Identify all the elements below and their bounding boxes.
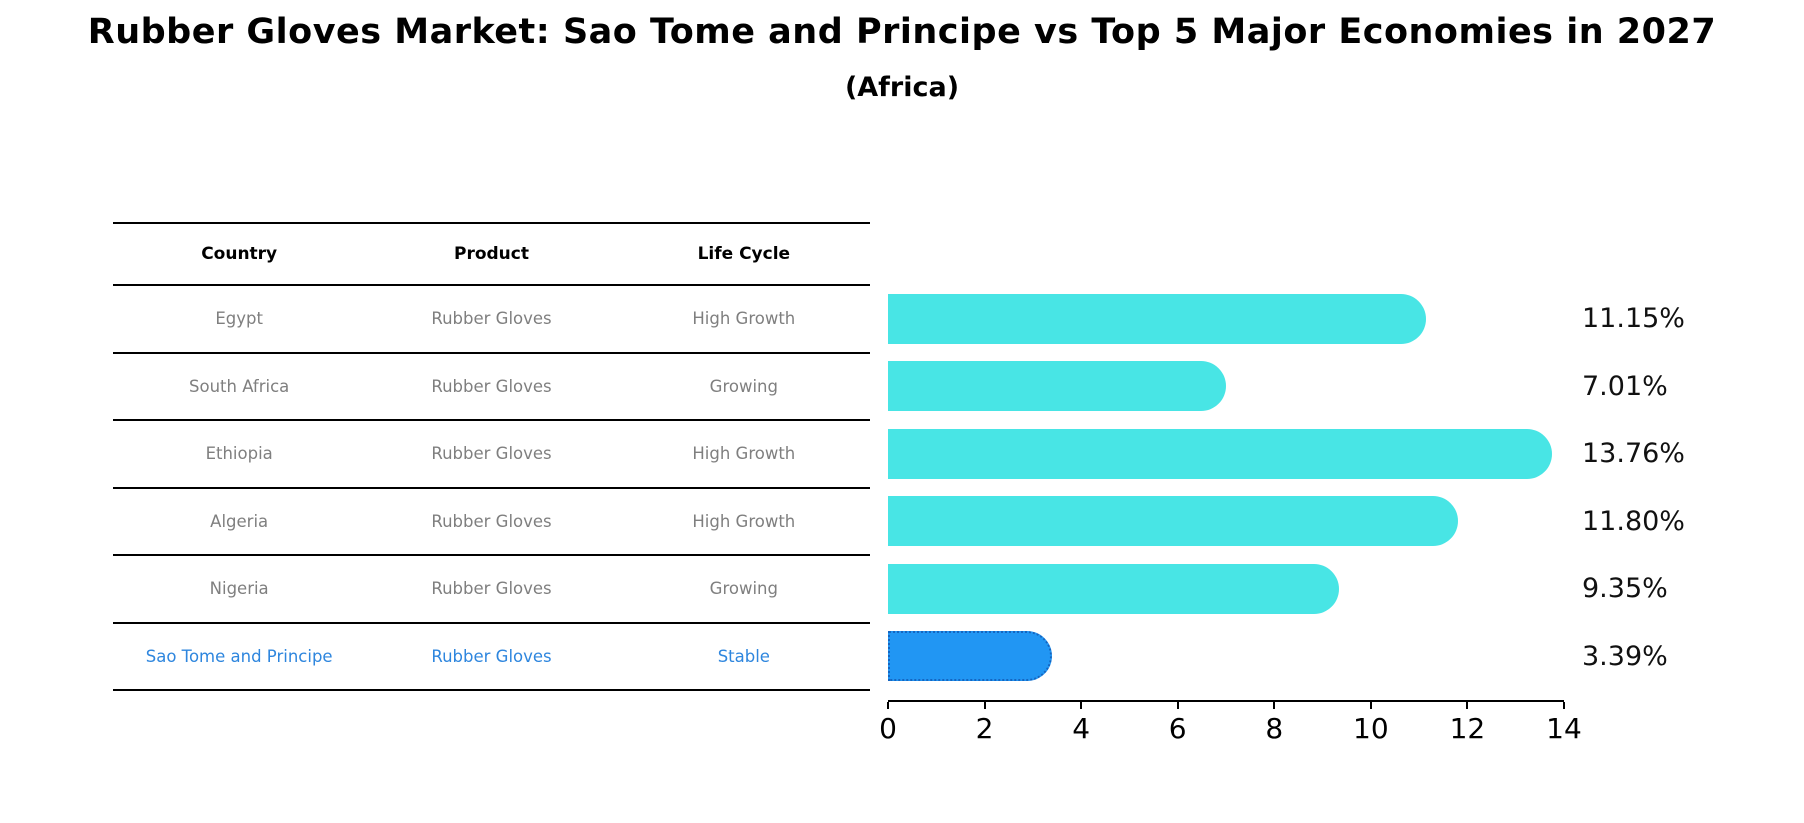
bar-value-label: 3.39%: [1582, 640, 1668, 672]
bar-plot-area: [888, 285, 1564, 690]
x-tick-label: 6: [1168, 712, 1187, 745]
table-row: Egypt Rubber Gloves High Growth: [113, 286, 870, 354]
bar-value-label: 13.76%: [1582, 438, 1685, 470]
bar-value-label: 9.35%: [1582, 573, 1668, 605]
chart-bar: [888, 361, 1227, 412]
table-header-row: Country Product Life Cycle: [113, 224, 870, 286]
table-cell-country: Nigeria: [209, 579, 269, 599]
table-row: Algeria Rubber Gloves High Growth: [113, 489, 870, 556]
value-label-column: 11.15% 7.01% 13.76% 11.80% 9.35% 3.39%: [1582, 285, 1792, 690]
table-cell-country: South Africa: [189, 376, 290, 396]
x-tick-label: 4: [1072, 712, 1091, 745]
chart-subtitle: (Africa): [844, 72, 960, 103]
x-tick-label: 10: [1353, 712, 1389, 745]
x-axis-line: [888, 700, 1564, 702]
chart-bar: [888, 496, 1458, 547]
table-row: South Africa Rubber Gloves Growing: [113, 354, 870, 421]
table-cell-life-cycle: High Growth: [692, 309, 796, 329]
table-row: Ethiopia Rubber Gloves High Growth: [113, 421, 870, 489]
table-cell-life-cycle: Growing: [709, 376, 778, 396]
bar-value-label: 11.15%: [1582, 303, 1685, 335]
x-tick-label: 2: [975, 712, 994, 745]
x-tick-mark: [1273, 702, 1276, 709]
table-cell-product: Rubber Gloves: [431, 376, 552, 396]
x-tick-mark: [983, 702, 986, 709]
table-cell-product: Rubber Gloves: [431, 579, 552, 599]
table-cell-country: Ethiopia: [205, 444, 273, 464]
x-tick-mark: [1080, 702, 1083, 709]
table-cell-life-cycle: Growing: [709, 579, 778, 599]
x-tick-mark: [1369, 702, 1372, 709]
table-cell-life-cycle: High Growth: [692, 444, 796, 464]
table-cell-country: Egypt: [215, 309, 263, 329]
x-tick-label: 12: [1449, 712, 1486, 745]
table-row: Nigeria Rubber Gloves Growing: [113, 556, 870, 624]
table-header-country: Country: [201, 244, 278, 264]
x-tick-label: 8: [1265, 712, 1284, 745]
table-header-life-cycle: Life Cycle: [697, 244, 791, 264]
table-cell-life-cycle: Stable: [717, 646, 770, 666]
table-cell-product: Rubber Gloves: [431, 309, 552, 329]
x-tick-mark: [887, 702, 889, 709]
table-cell-life-cycle: High Growth: [692, 511, 796, 531]
chart-bar: [888, 631, 1052, 682]
x-tick-mark: [1176, 702, 1179, 709]
table-cell-country: Algeria: [210, 511, 269, 531]
table-row: Sao Tome and Principe Rubber Gloves Stable: [113, 624, 870, 691]
x-tick-label: 14: [1546, 712, 1582, 745]
x-axis-ticks: 0 2 4 6 8 10 12 14: [879, 700, 1582, 746]
table-cell-country: Sao Tome and Principe: [145, 646, 333, 666]
table-cell-product: Rubber Gloves: [431, 511, 552, 531]
bar-value-label: 11.80%: [1582, 505, 1685, 537]
x-tick-mark: [1563, 702, 1565, 709]
chart-title: Rubber Gloves Market: Sao Tome and Princ…: [87, 12, 1717, 52]
chart-bar: [888, 293, 1427, 344]
x-tick-mark: [1466, 702, 1469, 709]
table-cell-product: Rubber Gloves: [431, 444, 552, 464]
table-header-product: Product: [453, 244, 529, 264]
country-table: Country Product Life Cycle Egypt Rubber G…: [113, 222, 870, 691]
chart-bar: [888, 428, 1553, 479]
chart-bar: [888, 563, 1340, 614]
table-body: Egypt Rubber Gloves High Growth South Afric…: [113, 286, 870, 691]
bar-value-label: 7.01%: [1582, 370, 1668, 402]
table-cell-product: Rubber Gloves: [431, 646, 552, 666]
x-tick-label: 0: [879, 712, 897, 745]
